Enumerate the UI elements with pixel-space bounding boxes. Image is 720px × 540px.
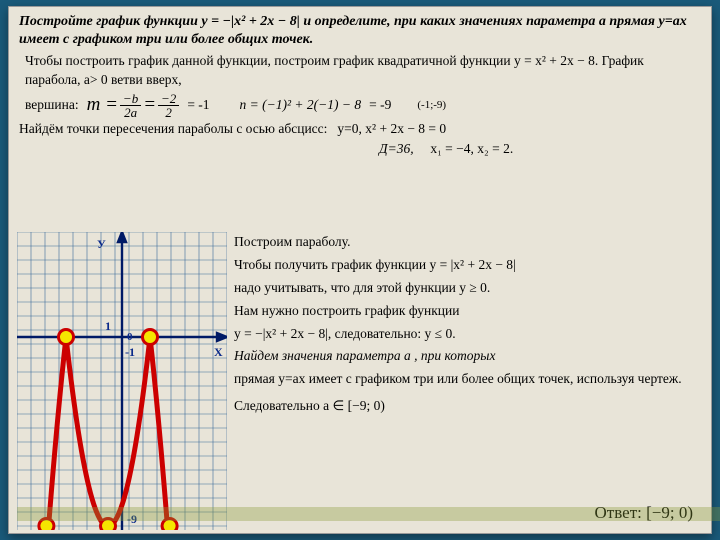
vertex-point: (-1;-9) <box>417 98 446 113</box>
m-formula: m = −b2a = −22 <box>87 92 180 119</box>
function-chart <box>17 232 227 530</box>
p6: Нам нужно построить график функции <box>234 302 714 321</box>
footer-bar <box>17 507 720 521</box>
n-value: = -9 <box>369 96 391 115</box>
p2: Найдём точки пересечения параболы с осью… <box>19 120 327 139</box>
p10: Следовательно a ∈ [−9; 0) <box>234 397 714 416</box>
tick-m1: -1 <box>125 345 135 360</box>
slide-sheet: Постройте график функции y = −|x² + 2x −… <box>8 6 712 534</box>
p5: надо учитывать, что для этой функции y ≥… <box>234 279 714 298</box>
n-formula: n = (−1)² + 2(−1) − 8 <box>240 96 362 115</box>
disc: Д=36, <box>379 141 414 156</box>
p4: Чтобы получить график функции y = |x² + … <box>234 256 714 275</box>
axes <box>17 232 227 530</box>
p1: Чтобы построить график данной функции, п… <box>19 52 701 90</box>
m-value: = -1 <box>187 96 209 115</box>
tick-1: 1 <box>105 319 111 334</box>
p2r: y=0, x² + 2x − 8 = 0 <box>337 120 446 139</box>
vertex-label: вершина: <box>19 96 79 115</box>
solution-text: Чтобы построить график данной функции, п… <box>9 52 711 159</box>
x-axis-label: Х <box>214 345 223 360</box>
p3: Построим параболу. <box>234 233 714 252</box>
task-prompt: Постройте график функции y = −|x² + 2x −… <box>9 7 711 51</box>
p7: y = −|x² + 2x − 8|, следовательно: y ≤ 0… <box>234 325 714 344</box>
y-axis-label: У <box>97 237 106 252</box>
tick-0: 0 <box>127 331 133 343</box>
p9: прямая y=ax имеет с графиком три или бол… <box>234 370 714 389</box>
roots: x₁ = −4, x₂ = 2. <box>430 141 513 156</box>
right-column: Построим параболу. Чтобы получить график… <box>234 232 714 420</box>
key-points <box>39 330 177 531</box>
p8: Найдем значения параметра a , при которы… <box>234 347 714 366</box>
